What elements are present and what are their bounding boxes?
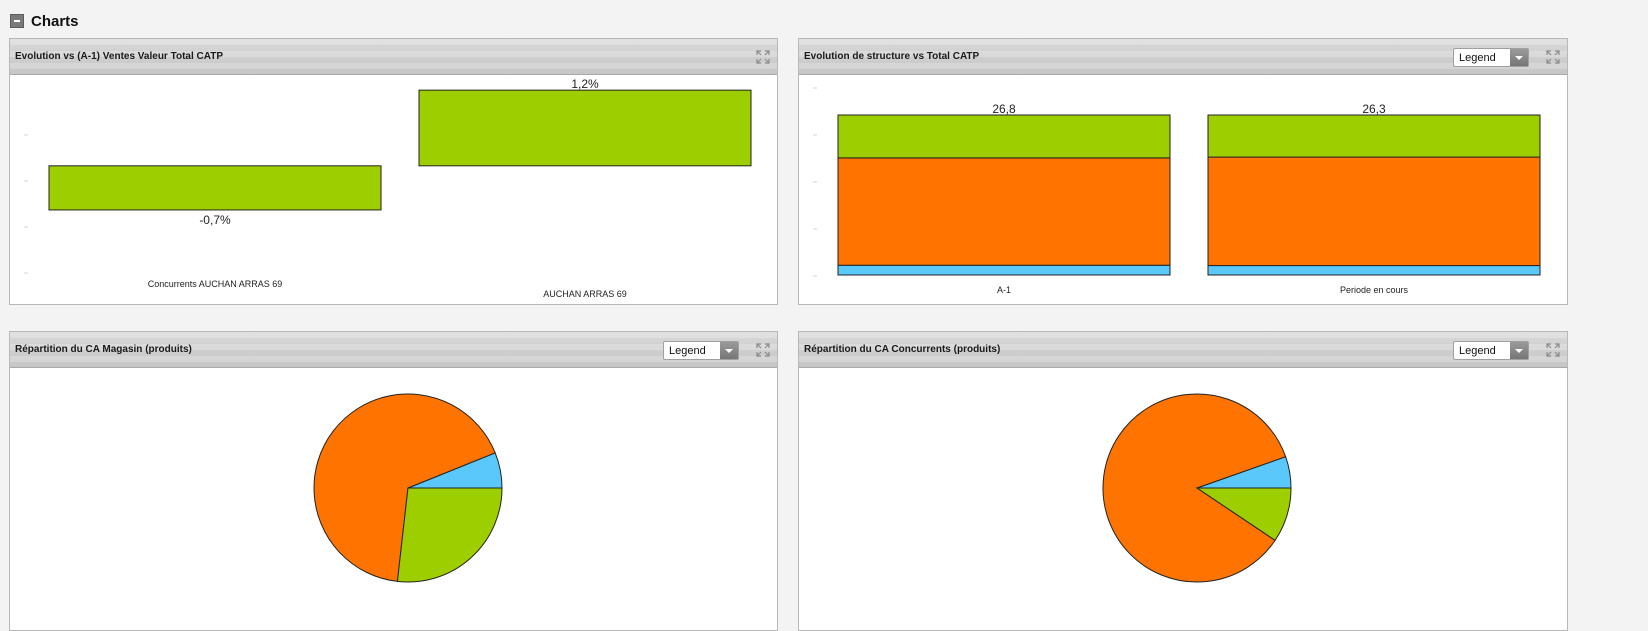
x-axis-category-label: A-1 — [997, 285, 1011, 295]
x-axis-category-label: Periode en cours — [1340, 285, 1409, 295]
legend-dropdown[interactable]: Legend — [663, 341, 739, 360]
chart-area — [799, 368, 1567, 630]
chevron-down-icon — [720, 342, 738, 359]
bar-data-label: -0,7% — [199, 213, 231, 227]
x-axis-category-label: AUCHAN ARRAS 69 — [543, 289, 627, 299]
panel-header: Evolution de structure vs Total CATP Leg… — [799, 39, 1567, 75]
legend-dropdown[interactable]: Legend — [1453, 48, 1529, 67]
magasin-pie-chart — [313, 393, 503, 583]
chevron-down-icon — [1510, 342, 1528, 359]
stacked-bar-segment[interactable] — [1207, 265, 1541, 276]
legend-dropdown-label: Legend — [1459, 345, 1496, 357]
bar-data-label: 1,2% — [571, 77, 599, 91]
stacked-bar-segment[interactable] — [1207, 156, 1541, 267]
chart-area — [10, 368, 777, 630]
panel-header: Evolution vs (A-1) Ventes Valeur Total C… — [10, 39, 777, 75]
maximize-icon[interactable] — [755, 49, 771, 65]
evolution-chart-panel: Evolution vs (A-1) Ventes Valeur Total C… — [9, 38, 778, 305]
panel-title: Répartition du CA Magasin (produits) — [15, 344, 192, 355]
stacked-bar-segment[interactable] — [837, 157, 1171, 266]
segment-data-label: 26,3 — [1362, 102, 1386, 116]
segment-data-label: 26,8 — [992, 102, 1016, 116]
stacked-bar-segment[interactable] — [837, 114, 1171, 159]
legend-dropdown-label: Legend — [669, 345, 706, 357]
collapse-section-button[interactable] — [10, 14, 24, 28]
structure-chart-panel: Evolution de structure vs Total CATP Leg… — [798, 38, 1568, 305]
chart-area: -0,7% Concurrents AUCHAN ARRAS 69 1,2% AUCH… — [10, 75, 777, 304]
legend-dropdown-label: Legend — [1459, 52, 1496, 64]
evolution-bar-chart: -0,7% Concurrents AUCHAN ARRAS 69 1,2% AUCH… — [24, 77, 752, 299]
pie-slice[interactable] — [1195, 487, 1292, 542]
bar[interactable] — [418, 89, 752, 167]
concurrents-pie-chart — [1102, 393, 1292, 583]
panel-title: Evolution vs (A-1) Ventes Valeur Total C… — [15, 51, 224, 62]
concurrents-pie-panel: Répartition du CA Concurrents (produits)… — [798, 331, 1568, 631]
pie-slice[interactable] — [1102, 393, 1287, 583]
maximize-icon[interactable] — [1545, 342, 1561, 358]
chevron-down-icon — [1510, 49, 1528, 66]
bar[interactable] — [48, 165, 382, 211]
panel-header: Répartition du CA Concurrents (produits)… — [799, 332, 1567, 368]
legend-dropdown[interactable]: Legend — [1453, 341, 1529, 360]
maximize-icon[interactable] — [755, 342, 771, 358]
stacked-bar-segment[interactable] — [1207, 114, 1541, 158]
panel-header: Répartition du CA Magasin (produits) Leg… — [10, 332, 777, 368]
pie-slice[interactable] — [396, 487, 503, 583]
section-title: Charts — [31, 12, 79, 30]
maximize-icon[interactable] — [1545, 49, 1561, 65]
stacked-bar-segment[interactable] — [837, 264, 1171, 276]
x-axis-category-label: Concurrents AUCHAN ARRAS 69 — [148, 279, 283, 289]
charts-section-header: Charts — [10, 11, 79, 31]
panel-title: Evolution de structure vs Total CATP — [804, 51, 980, 62]
pie-slice[interactable] — [313, 393, 496, 582]
panel-title: Répartition du CA Concurrents (produits) — [804, 344, 1001, 355]
magasin-pie-panel: Répartition du CA Magasin (produits) Leg… — [9, 331, 778, 631]
